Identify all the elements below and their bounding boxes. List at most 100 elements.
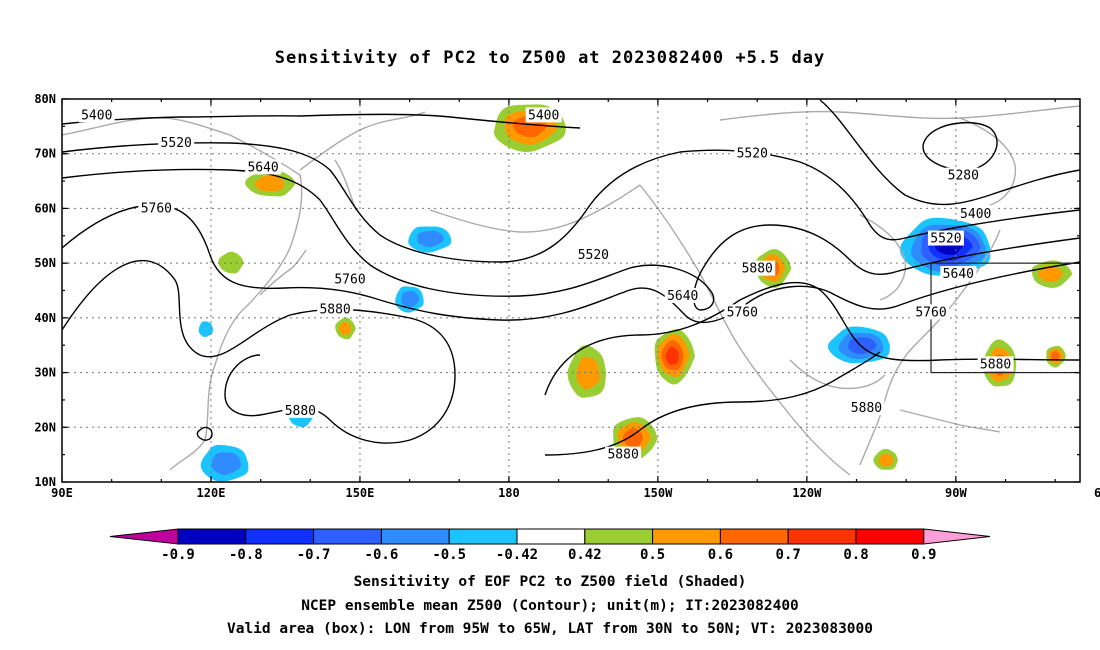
chart-title: Sensitivity of PC2 to Z500 at 2023082400… bbox=[274, 48, 826, 68]
coastline-kamchatka bbox=[334, 159, 357, 211]
colorbar-segment bbox=[516, 528, 586, 545]
contour-line-5880-west bbox=[62, 259, 456, 444]
contour-label: 5880 bbox=[980, 357, 1011, 372]
coastline-hudson-bay bbox=[859, 214, 907, 301]
contour-line-5880-south bbox=[544, 351, 881, 456]
lat-tick-label: 70N bbox=[34, 147, 56, 161]
lon-tick-label: 90E bbox=[51, 486, 73, 500]
lon-tick-label: 180 bbox=[498, 486, 520, 500]
contour-label: 5400 bbox=[528, 108, 559, 123]
colorbar-segment bbox=[380, 528, 450, 545]
colorbar-segment bbox=[787, 528, 857, 545]
shaded-region bbox=[873, 448, 898, 470]
contour-label: 5640 bbox=[247, 160, 278, 175]
shaded-region bbox=[245, 169, 296, 197]
colorbar-segment bbox=[448, 528, 518, 545]
contour-label-bg bbox=[282, 402, 319, 418]
contour-label-bg bbox=[78, 107, 115, 123]
contour-label: 5760 bbox=[141, 201, 172, 216]
contour-label: 5400 bbox=[960, 207, 991, 222]
contour-label: 5640 bbox=[943, 267, 974, 282]
contour-label: 5880 bbox=[607, 448, 638, 463]
colorbar-segment bbox=[584, 528, 654, 545]
contour-line-5880-east bbox=[544, 282, 1080, 396]
sensitivity-shading bbox=[198, 104, 1073, 482]
lon-tick-label: 150E bbox=[345, 486, 374, 500]
colorbar-segment bbox=[313, 528, 382, 545]
shaded-region bbox=[567, 345, 607, 398]
lon-tick-label: 60W bbox=[1094, 486, 1100, 500]
coastline-greenland bbox=[959, 117, 1017, 206]
contour-label-bg bbox=[158, 134, 195, 150]
contour-label: 5520 bbox=[930, 232, 961, 247]
contour-label: 5400 bbox=[81, 108, 112, 123]
contour-label-bg bbox=[724, 304, 761, 320]
contour-label: 5520 bbox=[578, 248, 609, 263]
contour-line-5400-east bbox=[819, 99, 1080, 206]
contour-label-bg bbox=[848, 400, 885, 416]
lat-tick-label: 40N bbox=[34, 311, 56, 325]
colorbar-label: 0.6 bbox=[708, 547, 733, 563]
coastline-arctic bbox=[719, 105, 1080, 121]
shaded-region bbox=[1031, 260, 1073, 289]
contour-label: 5880 bbox=[285, 404, 316, 419]
shaded-level bbox=[211, 452, 241, 476]
shaded-region bbox=[1046, 345, 1066, 368]
caption-shaded: Sensitivity of EOF PC2 to Z500 field (Sh… bbox=[353, 574, 747, 590]
contour-label: 5880 bbox=[742, 262, 773, 277]
lon-tick-label: 90W bbox=[945, 486, 967, 500]
contour-label: 5760 bbox=[334, 273, 365, 288]
colorbar-label: -0.7 bbox=[297, 547, 331, 563]
lat-tick-label: 10N bbox=[34, 475, 56, 489]
contour-label: 5280 bbox=[948, 169, 979, 184]
contour-labels: 5280 5400 5400 5400 5520 5520 5520 5520 5640 5640… bbox=[78, 107, 1014, 463]
colorbar-label: -0.9 bbox=[161, 547, 195, 563]
contour-label: 5520 bbox=[161, 136, 192, 151]
colorbar-label: -0.6 bbox=[365, 547, 399, 563]
contour-label: 5880 bbox=[319, 303, 350, 318]
contour-label-bg bbox=[739, 260, 776, 276]
shaded-level bbox=[1037, 265, 1064, 283]
shaded-region bbox=[335, 317, 356, 340]
contour-line-5760 bbox=[62, 204, 1080, 324]
shaded-level bbox=[1050, 351, 1060, 361]
coastline-gulf-of-mexico bbox=[789, 359, 886, 390]
colorbar-label: 0.8 bbox=[843, 547, 868, 563]
shaded-region bbox=[408, 226, 452, 253]
shaded-level bbox=[622, 427, 644, 448]
colorbar-min-arrow bbox=[109, 528, 179, 545]
shaded-level bbox=[417, 230, 445, 248]
colorbar-label: 0.7 bbox=[776, 547, 801, 563]
contour-label-bg bbox=[734, 145, 771, 161]
colorbar: -0.9 -0.8 -0.7 -0.6 -0.5 -0.42 0.42 0.5 0.6 0.7 0.… bbox=[109, 528, 991, 563]
colorbar-label: 0.42 bbox=[568, 547, 602, 563]
contour-line-5880-small-loop bbox=[196, 426, 213, 441]
contour-label-bg bbox=[913, 304, 950, 320]
colorbar-segment bbox=[177, 528, 247, 545]
colorbar-label: -0.8 bbox=[229, 547, 263, 563]
lat-tick-label: 20N bbox=[34, 420, 56, 434]
shaded-level bbox=[254, 175, 285, 192]
contour-label-bg bbox=[957, 205, 994, 221]
contour-label: 5880 bbox=[851, 401, 882, 416]
coastline-japan bbox=[259, 249, 307, 296]
shaded-region bbox=[218, 251, 244, 274]
contour-label-bg bbox=[940, 266, 977, 282]
colorbar-max-arrow bbox=[923, 528, 991, 545]
contour-label-bg bbox=[605, 446, 642, 462]
shaded-level bbox=[401, 290, 420, 308]
caption-valid-area: Valid area (box): LON from 95W to 65W, L… bbox=[226, 621, 873, 637]
contour-label-bg bbox=[317, 301, 354, 317]
shaded-level bbox=[576, 356, 600, 390]
contour-line-5400-west bbox=[62, 113, 581, 129]
colorbar-segment bbox=[245, 528, 315, 545]
shaded-level bbox=[878, 453, 894, 467]
shaded-level bbox=[848, 337, 877, 355]
contour-label-bg bbox=[525, 107, 562, 123]
shaded-level bbox=[665, 346, 679, 365]
sensitivity-map: 5280 5400 5400 5400 5520 5520 5520 5520 5640 5640… bbox=[34, 92, 1100, 563]
lat-tick-label: 30N bbox=[34, 366, 56, 380]
contour-label-bg bbox=[138, 200, 175, 216]
shaded-level bbox=[198, 321, 213, 338]
colorbar-label: -0.42 bbox=[496, 547, 538, 563]
